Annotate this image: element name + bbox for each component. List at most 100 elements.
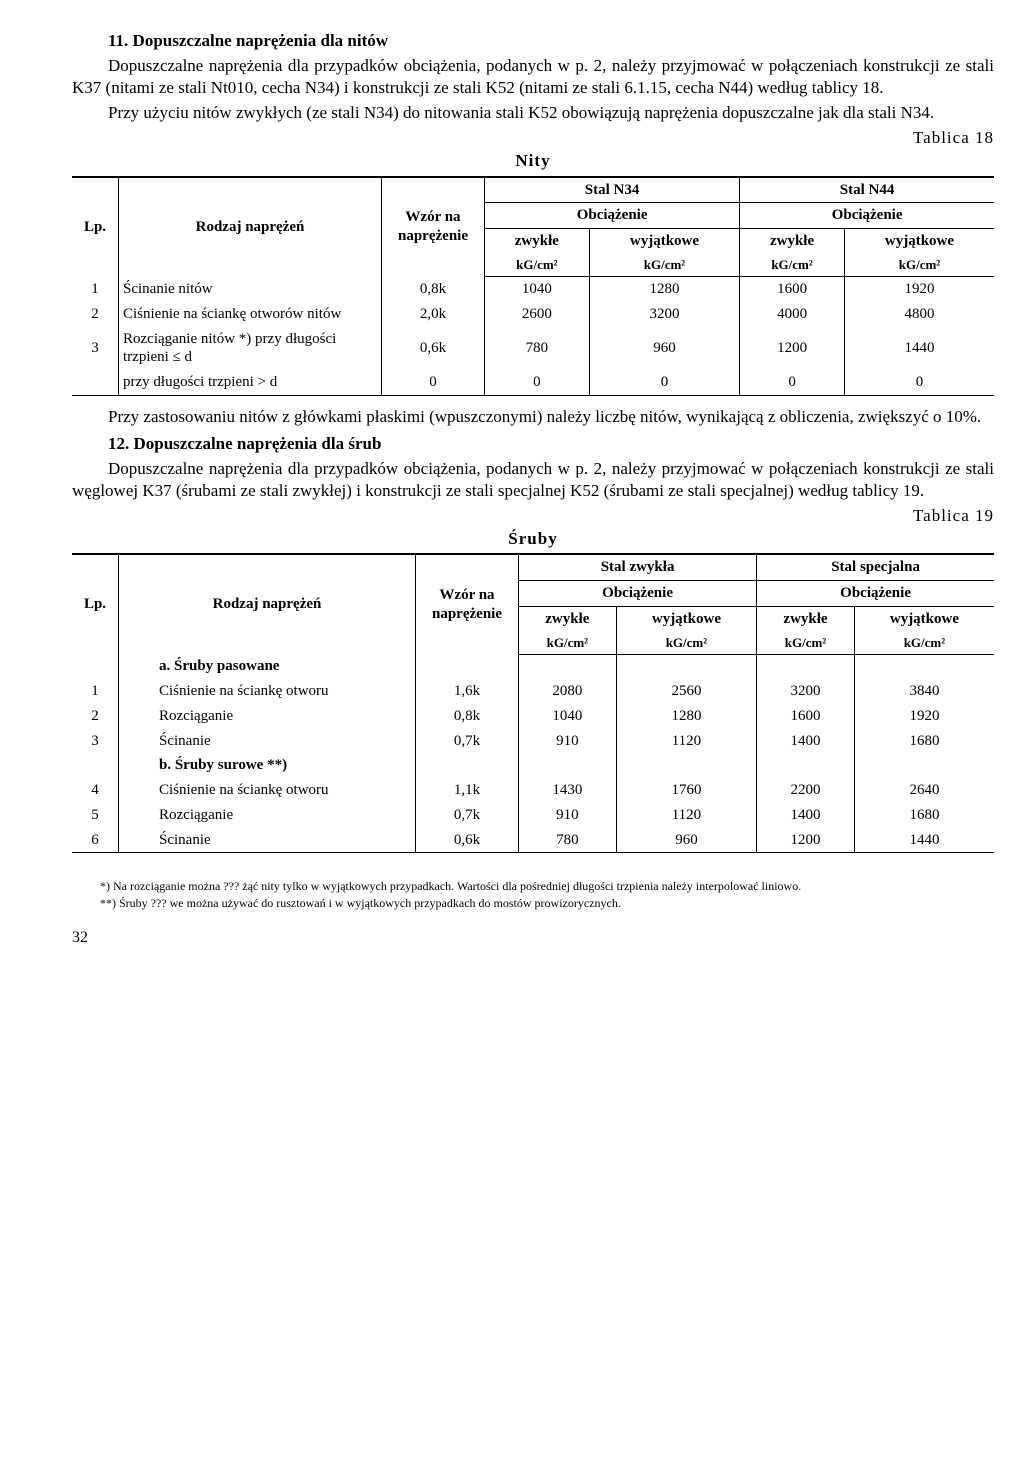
table-row: przy długości trzpieni > d 0 0 0 0 0: [72, 370, 994, 395]
t19-r3-a: 910: [519, 729, 617, 754]
t18-unit-3: kG/cm²: [740, 254, 845, 277]
t18-head-obc-1: Obciążenie: [485, 203, 740, 229]
t19-r6-lp: 6: [72, 828, 119, 853]
t18-head-wzor: Wzór na naprężenie: [382, 177, 485, 277]
t18-r3b-wzor: 0: [382, 370, 485, 395]
t19-r3-c: 1400: [757, 729, 855, 754]
table-row: 3 Ścinanie 0,7k 910 1120 1400 1680: [72, 729, 994, 754]
footnotes: *) Na rozciąganie można ??? żąć nity tyl…: [72, 879, 994, 910]
t18-r3a-a: 780: [485, 327, 590, 371]
t18-r2-a: 2600: [485, 302, 590, 327]
t19-head-lp: Lp.: [72, 554, 119, 654]
t18-r3a-wzor: 0,6k: [382, 327, 485, 371]
t18-r3a-d: 1440: [844, 327, 994, 371]
t19-r1-wzor: 1,6k: [416, 679, 519, 704]
t19-r6-wzor: 0,6k: [416, 828, 519, 853]
t19-r5-d: 1680: [854, 803, 994, 828]
t19-head-zw-2: zwykłe: [757, 606, 855, 631]
t19-head-wy-2: wyjątkowe: [854, 606, 994, 631]
section-12-title: 12. Dopuszczalne naprężenia dla śrub: [72, 433, 994, 454]
t19-group-a: a. Śruby pasowane: [119, 654, 416, 679]
t19-r1-a: 2080: [519, 679, 617, 704]
t19-r3-wzor: 0,7k: [416, 729, 519, 754]
t19-head-wzor: Wzór na naprężenie: [416, 554, 519, 654]
footnote-2: **) Śruby ??? we można używać do rusztow…: [72, 896, 994, 910]
t18-head-zw-1: zwykłe: [485, 229, 590, 254]
t19-r5-a: 910: [519, 803, 617, 828]
t19-r5-b: 1120: [616, 803, 756, 828]
t18-r2-rodzaj: Ciśnienie na ściankę otworów nitów: [119, 302, 382, 327]
t18-r1-c: 1600: [740, 277, 845, 302]
table-19-label: Tablica 19: [72, 505, 994, 526]
t19-unit-4: kG/cm²: [854, 632, 994, 655]
table-18-label: Tablica 18: [72, 127, 994, 148]
t19-r3-rodzaj: Ścinanie: [119, 729, 416, 754]
t18-unit-2: kG/cm²: [589, 254, 739, 277]
t19-r1-lp: 1: [72, 679, 119, 704]
t19-r1-rodzaj: Ciśnienie na ściankę otworu: [119, 679, 416, 704]
t19-r4-b: 1760: [616, 778, 756, 803]
section-12-para-1: Dopuszczalne naprężenia dla przypadków o…: [72, 458, 994, 501]
t19-r6-a: 780: [519, 828, 617, 853]
t19-r4-d: 2640: [854, 778, 994, 803]
t19-r5-c: 1400: [757, 803, 855, 828]
table-18-note: Przy zastosowaniu nitów z główkami płask…: [72, 406, 994, 427]
t19-r3-lp: 3: [72, 729, 119, 754]
section-11-para-1: Dopuszczalne naprężenia dla przypadków o…: [72, 55, 994, 98]
t19-head-rodzaj: Rodzaj naprężeń: [119, 554, 416, 654]
section-11-title: 11. Dopuszczalne naprężenia dla nitów: [72, 30, 994, 51]
t19-r6-b: 960: [616, 828, 756, 853]
t18-head-rodzaj: Rodzaj naprężeń: [119, 177, 382, 277]
t19-r2-c: 1600: [757, 704, 855, 729]
t18-r3a-b: 960: [589, 327, 739, 371]
table-row: 5 Rozciąganie 0,7k 910 1120 1400 1680: [72, 803, 994, 828]
table-row: 2 Ciśnienie na ściankę otworów nitów 2,0…: [72, 302, 994, 327]
t18-head-wy-2: wyjątkowe: [844, 229, 994, 254]
t19-head-zw-1: zwykłe: [519, 606, 617, 631]
t19-r4-c: 2200: [757, 778, 855, 803]
t19-r4-rodzaj: Ciśnienie na ściankę otworu: [119, 778, 416, 803]
t18-r3b-c: 0: [740, 370, 845, 395]
t18-head-obc-2: Obciążenie: [740, 203, 994, 229]
t19-r4-a: 1430: [519, 778, 617, 803]
t18-r3b-a: 0: [485, 370, 590, 395]
table-row: b. Śruby surowe **): [72, 753, 994, 778]
table-19: Lp. Rodzaj naprężeń Wzór na naprężenie S…: [72, 553, 994, 853]
t19-r2-lp: 2: [72, 704, 119, 729]
t18-r2-b: 3200: [589, 302, 739, 327]
t18-r2-d: 4800: [844, 302, 994, 327]
t18-r3-lp: 3: [72, 327, 119, 371]
t19-r6-d: 1440: [854, 828, 994, 853]
table-row: 4 Ciśnienie na ściankę otworu 1,1k 1430 …: [72, 778, 994, 803]
footnote-1: *) Na rozciąganie można ??? żąć nity tyl…: [72, 879, 994, 893]
table-row: 1 Ciśnienie na ściankę otworu 1,6k 2080 …: [72, 679, 994, 704]
t18-unit-4: kG/cm²: [844, 254, 994, 277]
t19-r2-rodzaj: Rozciąganie: [119, 704, 416, 729]
t19-r4-lp: 4: [72, 778, 119, 803]
t19-r2-wzor: 0,8k: [416, 704, 519, 729]
table-19-caption: Śruby: [72, 528, 994, 549]
t18-unit-1: kG/cm²: [485, 254, 590, 277]
t19-r5-rodzaj: Rozciąganie: [119, 803, 416, 828]
table-row: 3 Rozciąganie nitów *) przy długości trz…: [72, 327, 994, 371]
t18-r1-rodzaj: Ścinanie nitów: [119, 277, 382, 302]
t19-r2-d: 1920: [854, 704, 994, 729]
t19-r4-wzor: 1,1k: [416, 778, 519, 803]
t18-r3b-b: 0: [589, 370, 739, 395]
t19-r1-c: 3200: [757, 679, 855, 704]
t19-head-ga: Stal zwykła: [519, 554, 757, 580]
t18-r2-c: 4000: [740, 302, 845, 327]
t18-r3b-d: 0: [844, 370, 994, 395]
t18-r2-lp: 2: [72, 302, 119, 327]
table-row: a. Śruby pasowane: [72, 654, 994, 679]
t19-r1-d: 3840: [854, 679, 994, 704]
page-number: 32: [72, 928, 994, 948]
t19-r3-b: 1120: [616, 729, 756, 754]
t18-r1-a: 1040: [485, 277, 590, 302]
t19-r6-c: 1200: [757, 828, 855, 853]
t19-r5-lp: 5: [72, 803, 119, 828]
t19-r2-b: 1280: [616, 704, 756, 729]
t18-r3b-rodzaj: przy długości trzpieni > d: [119, 370, 382, 395]
t18-r3a-c: 1200: [740, 327, 845, 371]
t19-r5-wzor: 0,7k: [416, 803, 519, 828]
